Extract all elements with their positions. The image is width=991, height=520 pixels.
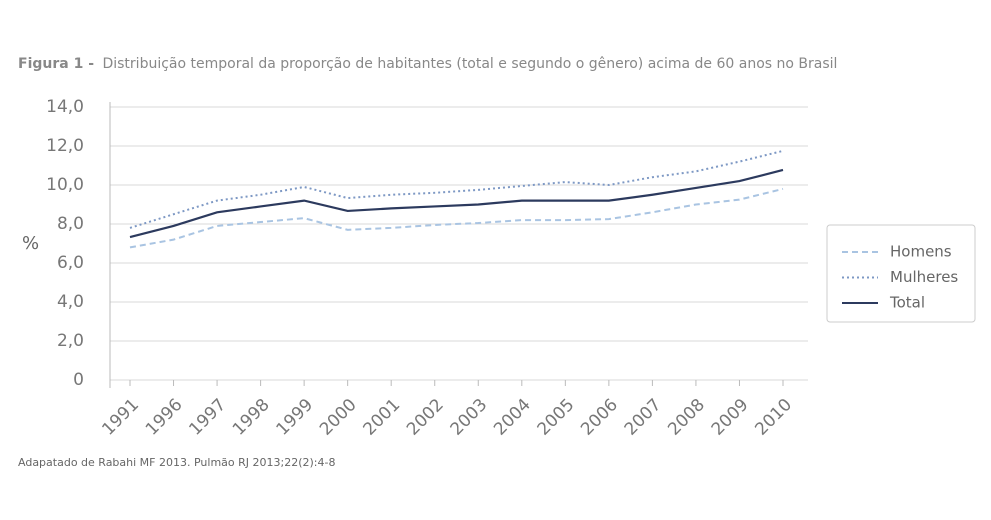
x-tick-label: 2003 [447,395,492,440]
legend-label: Total [889,294,925,312]
x-tick-label: 2001 [360,395,405,440]
legend-box [826,224,976,323]
y-tick-label: 8,0 [57,214,84,234]
y-axis-label: % [22,233,39,254]
x-tick-label: 2005 [534,395,579,440]
line-series [129,168,784,239]
x-tick-label: 2002 [403,395,448,440]
x-tick-label: 2008 [664,395,709,440]
y-tick-label: 0 [73,370,84,390]
y-tick-label: 2,0 [57,331,84,351]
x-tick-label: 2007 [621,395,666,440]
x-tick-label: 1997 [185,395,230,440]
chart-title: Distribuição temporal da proporção de ha… [102,56,837,72]
x-tick-label: 2004 [490,395,535,440]
x-tick-label: 1999 [272,395,317,440]
line-series [129,187,784,249]
y-tick-label: 4,0 [57,292,84,312]
figure-label: Figura 1 - [18,56,94,72]
legend-label: Homens [890,243,952,261]
x-tick-label: 2009 [708,395,753,440]
source-note: Adapatado de Rabahi MF 2013. Pulmão RJ 2… [18,456,335,469]
x-tick-label: 2010 [751,395,796,440]
x-tick-label: 1998 [229,395,274,440]
title: Figura 1 - Distribuição temporal da prop… [18,56,837,72]
y-tick-label: 14,0 [46,97,84,117]
x-tick-label: 2006 [577,395,622,440]
x-tick-label: 2000 [316,395,361,440]
y-tick-label: 10,0 [46,175,84,195]
legend-label: Mulheres [890,268,958,286]
y-tick-label: 12,0 [46,136,84,156]
x-tick-label: 1996 [142,395,187,440]
x-tick-label: 1991 [98,395,143,440]
y-tick-label: 6,0 [57,253,84,273]
